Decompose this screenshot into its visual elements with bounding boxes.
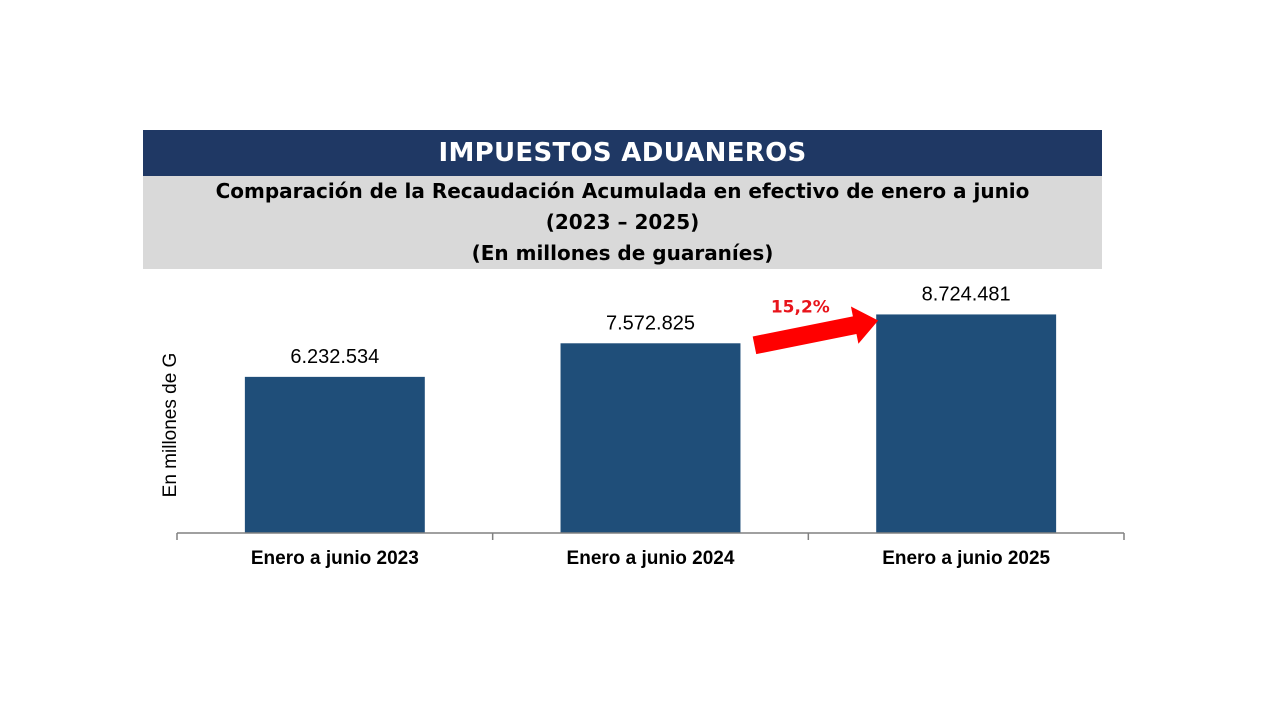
chart-title-banner: IMPUESTOS ADUANEROS [143,130,1102,176]
bar-value-label-2: 7.572.825 [606,312,695,334]
bar-value-label-1: 6.232.534 [290,346,379,368]
subtitle-line-1: Comparación de la Recaudación Acumulada … [215,179,1030,203]
main-title: IMPUESTOS ADUANEROS [438,138,807,168]
bar-1 [244,376,425,533]
bar-value-label-3: 8.724.481 [922,283,1011,305]
growth-arrow-shape [752,306,879,355]
chart-subtitle-box: Comparación de la Recaudación Acumulada … [143,176,1102,269]
growth-arrow [752,306,879,355]
subtitle-line-3: (En millones de guaraníes) [471,241,774,265]
bar-3 [876,314,1057,533]
growth-percentage-label: 15,2% [771,297,830,317]
x-tick-label-3: Enero a junio 2025 [882,548,1050,569]
subtitle-line-2: (2023 – 2025) [545,210,700,234]
bar-2 [560,343,741,533]
y-axis-label: En millones de G [160,353,181,498]
x-tick-label-1: Enero a junio 2023 [251,548,419,569]
x-tick-label-2: Enero a junio 2024 [567,548,735,569]
